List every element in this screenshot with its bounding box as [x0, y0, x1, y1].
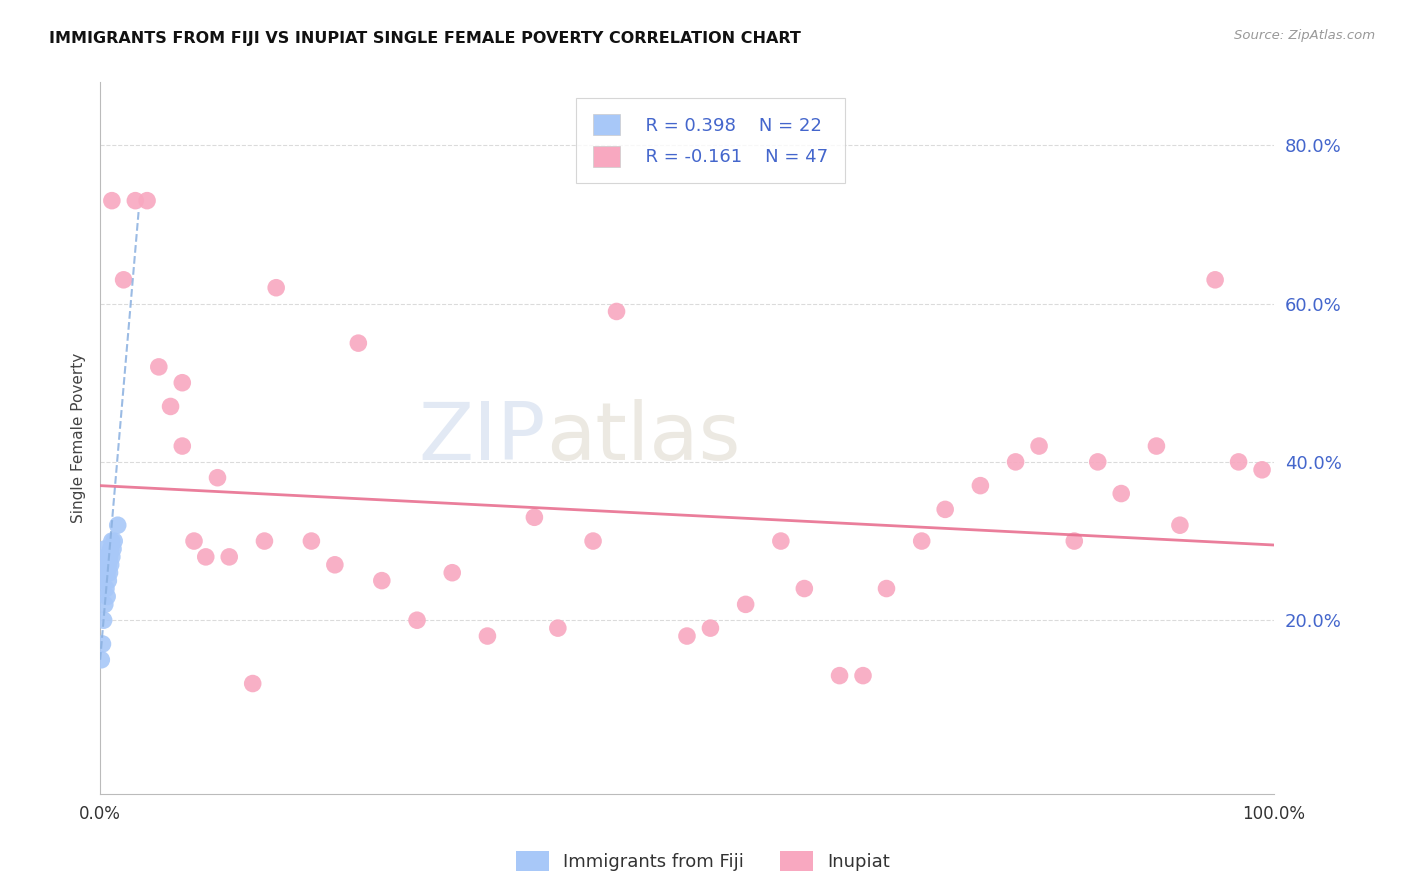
Point: [969, 478, 991, 492]
Point: [547, 621, 569, 635]
Point: [159, 400, 181, 414]
Point: [94, 582, 117, 596]
Point: [183, 534, 205, 549]
Point: [441, 566, 464, 580]
Point: [1204, 273, 1226, 287]
Point: [98, 566, 121, 580]
Point: [1028, 439, 1050, 453]
Point: [100, 541, 122, 556]
Point: [323, 558, 346, 572]
Point: [1004, 455, 1026, 469]
Point: [207, 471, 229, 485]
Point: [934, 502, 956, 516]
Point: [1063, 534, 1085, 549]
Point: [242, 676, 264, 690]
Point: [94, 541, 117, 556]
Point: [406, 613, 429, 627]
Point: [606, 304, 628, 318]
Point: [911, 534, 934, 549]
Point: [100, 558, 122, 572]
Text: IMMIGRANTS FROM FIJI VS INUPIAT SINGLE FEMALE POVERTY CORRELATION CHART: IMMIGRANTS FROM FIJI VS INUPIAT SINGLE F…: [49, 31, 801, 46]
Point: [107, 518, 129, 533]
Point: [347, 336, 370, 351]
Point: [101, 534, 124, 549]
Point: [136, 194, 159, 208]
Point: [676, 629, 699, 643]
Point: [90, 653, 112, 667]
Point: [94, 598, 117, 612]
Point: [299, 534, 322, 549]
Point: [96, 566, 118, 580]
Point: [91, 574, 114, 588]
Point: [93, 613, 115, 627]
Point: [96, 590, 118, 604]
Point: [101, 549, 124, 564]
Point: [876, 582, 898, 596]
Point: [194, 549, 217, 564]
Point: [97, 558, 120, 572]
Point: [852, 668, 875, 682]
Point: [264, 281, 287, 295]
Point: [172, 376, 194, 390]
Point: [828, 668, 851, 682]
Text: Source: ZipAtlas.com: Source: ZipAtlas.com: [1234, 29, 1375, 42]
Point: [1146, 439, 1168, 453]
Point: [1168, 518, 1191, 533]
Y-axis label: Single Female Poverty: Single Female Poverty: [72, 353, 86, 524]
Point: [1251, 463, 1274, 477]
Point: [101, 541, 124, 556]
Point: [793, 582, 815, 596]
Point: [734, 598, 756, 612]
Point: [101, 194, 124, 208]
Point: [124, 194, 146, 208]
Point: [1109, 486, 1132, 500]
Point: [371, 574, 394, 588]
Legend:   R = 0.398    N = 22,   R = -0.161    N = 47: R = 0.398 N = 22, R = -0.161 N = 47: [576, 98, 845, 183]
Point: [218, 549, 240, 564]
Point: [148, 359, 170, 374]
Text: atlas: atlas: [546, 399, 741, 477]
Point: [98, 549, 121, 564]
Legend: Immigrants from Fiji, Inupiat: Immigrants from Fiji, Inupiat: [509, 844, 897, 879]
Point: [93, 558, 115, 572]
Point: [582, 534, 605, 549]
Point: [523, 510, 546, 524]
Point: [172, 439, 194, 453]
Point: [91, 637, 114, 651]
Point: [94, 549, 117, 564]
Point: [699, 621, 721, 635]
Point: [97, 574, 120, 588]
Point: [112, 273, 135, 287]
Point: [769, 534, 792, 549]
Point: [477, 629, 499, 643]
Text: ZIP: ZIP: [419, 399, 546, 477]
Point: [1227, 455, 1250, 469]
Point: [253, 534, 276, 549]
Point: [1087, 455, 1109, 469]
Point: [103, 534, 125, 549]
